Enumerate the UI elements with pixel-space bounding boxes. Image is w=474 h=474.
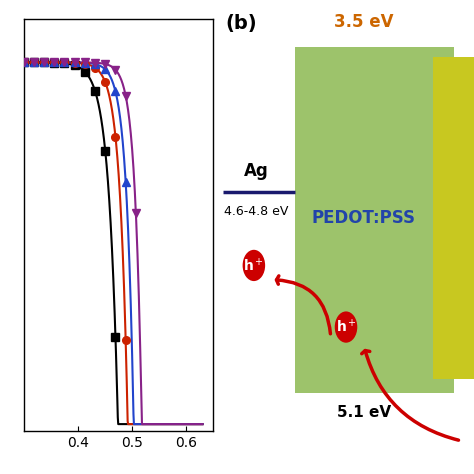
- FancyBboxPatch shape: [433, 57, 474, 379]
- Text: 3.5 eV: 3.5 eV: [334, 13, 394, 31]
- FancyBboxPatch shape: [295, 47, 454, 393]
- Ellipse shape: [335, 311, 357, 343]
- Text: Ag: Ag: [244, 162, 269, 180]
- Text: h$^+$: h$^+$: [336, 319, 356, 336]
- Text: (b): (b): [226, 14, 257, 33]
- Text: PEDOT:PSS: PEDOT:PSS: [312, 209, 416, 227]
- Text: 4.6-4.8 eV: 4.6-4.8 eV: [224, 205, 289, 218]
- Text: h$^+$: h$^+$: [244, 257, 264, 274]
- Ellipse shape: [243, 250, 265, 281]
- Text: 5.1 eV: 5.1 eV: [337, 405, 391, 420]
